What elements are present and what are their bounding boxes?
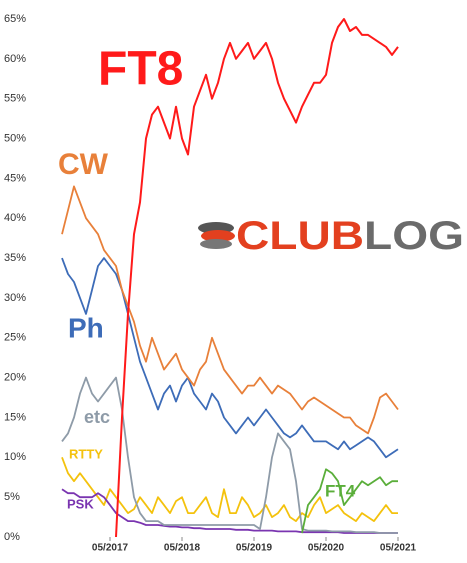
series-label: FT8 [98, 43, 183, 96]
y-tick-label: 35% [4, 252, 26, 264]
y-tick-label: 30% [4, 292, 26, 304]
y-tick-label: 10% [4, 451, 26, 463]
series-label: RTTY [69, 446, 103, 461]
y-tick-label: 25% [4, 332, 26, 344]
series-line [61, 376, 398, 534]
y-tick-label: 50% [4, 132, 26, 144]
y-tick-label: 5% [4, 491, 20, 503]
series-line [61, 185, 399, 435]
y-tick-label: 0% [4, 531, 20, 543]
x-tick-label: 05/2017 [92, 543, 129, 554]
series-label: FT4 [325, 481, 356, 500]
x-tick-label: 05/2019 [236, 543, 273, 554]
series-line [61, 257, 399, 459]
x-tick-label: 05/2020 [308, 543, 345, 554]
y-tick-label: 60% [4, 53, 26, 65]
logo-club: CLUB [236, 214, 364, 258]
logo: CLUB LOG [198, 214, 464, 258]
series-line [301, 468, 398, 534]
x-tick-label: 05/2018 [164, 543, 201, 554]
series-line [115, 18, 399, 538]
x-tick-label: 05/2021 [380, 543, 417, 554]
logo-text: CLUB LOG [236, 214, 464, 258]
y-tick-label: 15% [4, 411, 26, 423]
y-tick-label: 65% [4, 13, 26, 25]
series-label: PSK [67, 496, 94, 511]
y-tick-label: 20% [4, 372, 26, 384]
y-tick-label: 45% [4, 172, 26, 184]
series-label: CW [58, 148, 109, 181]
series-label: etc [84, 407, 110, 427]
logo-swirl [201, 230, 235, 242]
logo-log: LOG [364, 214, 464, 258]
y-tick-label: 55% [4, 93, 26, 105]
logo-swirl [200, 239, 232, 249]
y-tick-label: 40% [4, 212, 26, 224]
series-label: Ph [68, 312, 104, 343]
